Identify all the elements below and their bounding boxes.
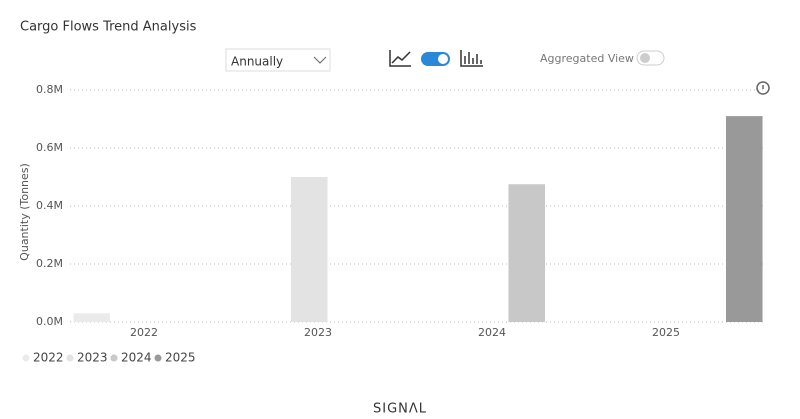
x-tick-label: 2022 <box>130 326 158 339</box>
x-tick-label: 2025 <box>652 326 680 339</box>
y-tick-label: 0.2M <box>36 257 63 270</box>
bar <box>73 313 111 322</box>
y-axis-label: Quantity (Tonnes) <box>18 163 31 261</box>
legend-marker <box>110 354 118 362</box>
y-tick-label: 0.0M <box>36 315 63 328</box>
period-dropdown[interactable]: Annually <box>225 48 331 72</box>
aggregated-toggle[interactable] <box>636 50 665 66</box>
dropdown-label[interactable]: Annually <box>231 55 283 69</box>
legend-marker <box>22 354 30 362</box>
legend-label: 2022 <box>33 351 64 365</box>
aggregated-view-label: Aggregated View <box>540 52 634 65</box>
chart-toggle[interactable] <box>421 52 450 66</box>
bar-icon[interactable] <box>460 50 483 67</box>
bar <box>508 184 546 322</box>
dropdown-arrow <box>313 56 327 64</box>
line-icon[interactable] <box>389 50 411 67</box>
legend-label: 2024 <box>121 351 152 365</box>
legend-label: 2025 <box>165 351 196 365</box>
y-tick-label: 0.6M <box>36 141 63 154</box>
legend-marker <box>66 354 74 362</box>
legend-label: 2023 <box>77 351 108 365</box>
x-tick-label: 2024 <box>478 326 506 339</box>
footer-logo: SIGNΛL <box>373 402 427 417</box>
y-tick-label: 0.4M <box>36 199 63 212</box>
bar <box>725 116 763 322</box>
y-tick-label: 0.8M <box>36 83 63 96</box>
info-icon[interactable] <box>756 81 770 95</box>
chart-title: Cargo Flows Trend Analysis <box>20 20 197 35</box>
x-tick-label: 2023 <box>304 326 332 339</box>
bar <box>290 177 328 322</box>
legend-marker <box>154 354 162 362</box>
